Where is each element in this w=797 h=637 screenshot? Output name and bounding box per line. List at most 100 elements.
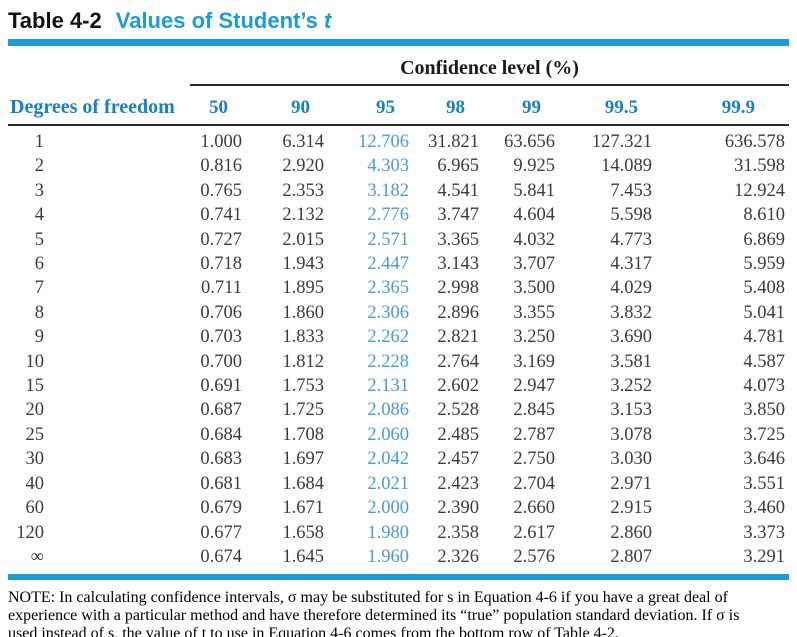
- t-value-cell: 5.408: [743, 278, 785, 299]
- t-value-cell: 3.646: [743, 449, 785, 470]
- t-value-cell: 2.365: [367, 278, 409, 299]
- df-cell: 8: [8, 301, 190, 325]
- t-value-cell: 1.684: [282, 473, 324, 494]
- t-value-cell: 2.896: [437, 302, 479, 323]
- t-value-cell: 2.021: [367, 473, 409, 494]
- t-value-cell: 4.773: [610, 229, 652, 250]
- t-value-cell: 9.925: [513, 156, 555, 177]
- t-value-cell: 3.169: [513, 351, 555, 372]
- table-row: 8 0.706 1.860 2.306 2.896 3.355 3.832 5.041: [8, 301, 789, 325]
- t-value-cell: 2.353: [282, 180, 324, 201]
- table-row: 6 0.718 1.943 2.447 3.143 3.707 4.317 5.959: [8, 252, 789, 276]
- t-value-cell: 2.000: [367, 498, 409, 519]
- df-value: 25: [25, 424, 45, 445]
- t-value-cell: 2.821: [437, 327, 479, 348]
- t-value-cell: 1.000: [200, 132, 242, 152]
- t-value-cell: 12.924: [734, 180, 785, 201]
- t-value-cell: 0.684: [200, 424, 242, 445]
- t-value-cell: 127.321: [591, 132, 652, 152]
- group-header-row: Confidence level (%): [8, 56, 789, 86]
- table-row: ∞ 0.674 1.645 1.960 2.326 2.576 2.807 3.291: [8, 545, 789, 569]
- t-value-cell: 0.691: [200, 376, 242, 397]
- t-value-cell: 2.326: [437, 546, 479, 567]
- df-value: 40: [25, 473, 45, 494]
- t-value-cell: 2.571: [367, 229, 409, 250]
- t-value-cell: 4.032: [513, 229, 555, 250]
- t-value-cell: 0.687: [200, 400, 242, 421]
- t-value-cell: 0.711: [201, 278, 242, 299]
- df-value: 15: [25, 376, 45, 397]
- t-value-cell: 2.457: [437, 449, 479, 470]
- df-value: 2: [34, 156, 44, 177]
- df-cell: 30: [8, 447, 190, 471]
- t-value-cell: 2.262: [367, 327, 409, 348]
- t-value-cell: 2.602: [437, 376, 479, 397]
- table-row: 10 0.700 1.812 2.228 2.764 3.169 3.581 4.587: [8, 350, 789, 374]
- t-value-cell: 0.727: [200, 229, 242, 250]
- column-header-row: Degrees of freedom 50 90 95 98 99 99.5 9…: [8, 85, 789, 126]
- df-cell: 9: [8, 325, 190, 349]
- t-value-cell: 2.015: [282, 229, 324, 250]
- t-value-cell: 1.812: [282, 351, 324, 372]
- row-header-label: Degrees of freedom: [8, 85, 190, 126]
- table-caption: Table 4-2 Values of Student’s t: [8, 7, 789, 35]
- t-value-cell: 636.578: [724, 132, 785, 152]
- table-row: 60 0.679 1.671 2.000 2.390 2.660 2.915 3.460: [8, 496, 789, 520]
- t-value-cell: 2.998: [437, 278, 479, 299]
- t-value-cell: 0.683: [200, 449, 242, 470]
- footnote-line: used instead of s, the value of t to use…: [8, 625, 619, 637]
- table-row: 7 0.711 1.895 2.365 2.998 3.500 4.029 5.408: [8, 276, 789, 300]
- t-value-cell: 2.423: [437, 473, 479, 494]
- t-value-cell: 3.250: [513, 327, 555, 348]
- t-value-cell: 3.500: [513, 278, 555, 299]
- t-value-cell: 3.832: [610, 302, 652, 323]
- t-value-cell: 0.741: [200, 205, 242, 226]
- table-row: 25 0.684 1.708 2.060 2.485 2.787 3.078 3.725: [8, 423, 789, 447]
- t-value-cell: 3.581: [610, 351, 652, 372]
- t-value-cell: 3.143: [437, 254, 479, 275]
- df-value: 6: [34, 254, 44, 275]
- table-number-label: Table 4-2: [8, 8, 102, 33]
- t-value-cell: 2.920: [282, 156, 324, 177]
- df-value: 8: [34, 302, 44, 323]
- t-value-cell: 4.303: [367, 156, 409, 177]
- footnote-line: experience with a particular method and …: [8, 607, 740, 625]
- t-value-cell: 4.073: [743, 376, 785, 397]
- t-value-cell: 4.541: [437, 180, 479, 201]
- t-value-cell: 2.764: [437, 351, 479, 372]
- t-value-cell: 2.042: [367, 449, 409, 470]
- df-value: ∞: [30, 546, 44, 567]
- t-value-cell: 2.485: [437, 424, 479, 445]
- t-value-cell: 2.358: [437, 522, 479, 543]
- t-value-cell: 0.700: [200, 351, 242, 372]
- t-value-cell: 3.182: [367, 180, 409, 201]
- t-value-cell: 2.086: [367, 400, 409, 421]
- table-row: 30 0.683 1.697 2.042 2.457 2.750 3.030 3.646: [8, 447, 789, 471]
- table-row: 120 0.677 1.658 1.980 2.358 2.617 2.860 3.373: [8, 521, 789, 545]
- t-value-cell: 2.132: [282, 205, 324, 226]
- t-value-cell: 1.960: [367, 546, 409, 567]
- t-value-cell: 2.776: [367, 205, 409, 226]
- table-row: 1 1.000 6.314 12.706 31.821 63.656 127.321 636.…: [8, 125, 789, 154]
- t-value-cell: 2.131: [367, 376, 409, 397]
- table-row: 20 0.687 1.725 2.086 2.528 2.845 3.153 3.850: [8, 398, 789, 422]
- t-value-cell: 7.453: [610, 180, 652, 201]
- table-row: 5 0.727 2.015 2.571 3.365 4.032 4.773 6.869: [8, 228, 789, 252]
- t-value-cell: 2.306: [367, 302, 409, 323]
- t-value-cell: 2.576: [513, 546, 555, 567]
- column-header-99-9: 99.9: [660, 85, 789, 126]
- t-value-cell: 2.228: [367, 351, 409, 372]
- t-value-cell: 2.660: [513, 498, 555, 519]
- df-value: 3: [34, 180, 44, 201]
- t-value-cell: 3.030: [610, 449, 652, 470]
- t-value-cell: 0.706: [200, 302, 242, 323]
- t-value-cell: 3.291: [743, 546, 785, 567]
- t-value-cell: 4.029: [610, 278, 652, 299]
- t-value-cell: 0.674: [200, 546, 242, 567]
- t-value-cell: 2.390: [437, 498, 479, 519]
- t-value-cell: 6.869: [743, 229, 785, 250]
- table-title: Values of Student’s t: [116, 8, 332, 33]
- df-value: 9: [34, 327, 44, 348]
- t-value-cell: 31.598: [734, 156, 785, 177]
